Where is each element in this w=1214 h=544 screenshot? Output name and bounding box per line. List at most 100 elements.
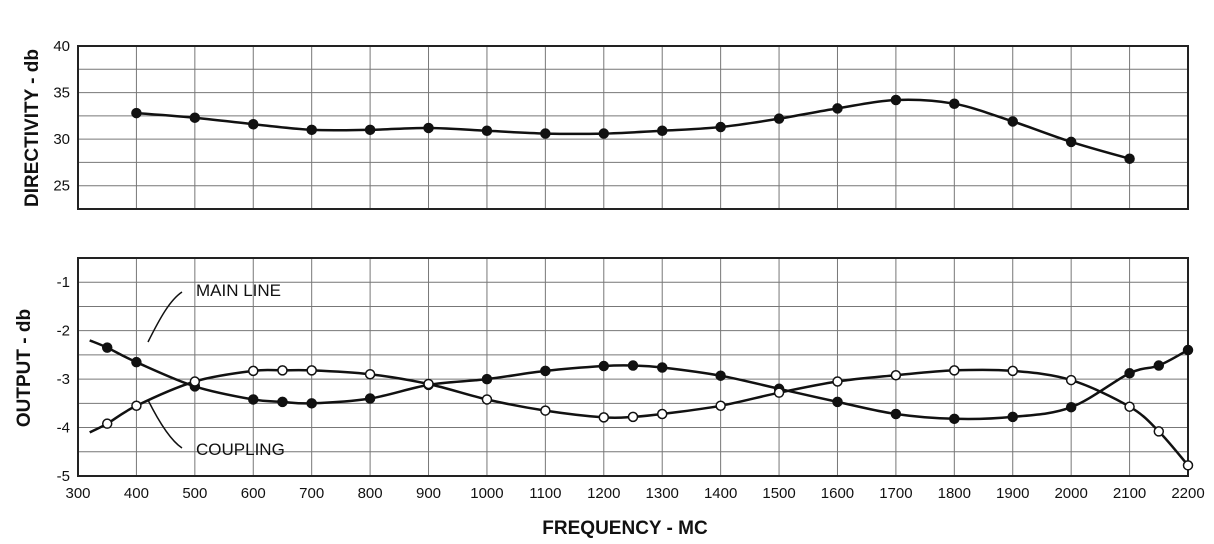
main-line-point: [890, 408, 902, 420]
frequency-x-tick-labels: 300 400 500 600 700 800 900 1000 1100 1200 1300 140…: [65, 485, 1204, 502]
directivity-point: [423, 122, 434, 134]
frequency-x-tick-label: 300: [65, 485, 90, 502]
coupling-point: [189, 376, 201, 387]
coupling-point: [101, 418, 113, 429]
frequency-x-tick-label: 1800: [938, 485, 971, 502]
coupling-point: [423, 378, 434, 390]
frequency-x-tick-label: 1200: [587, 485, 620, 502]
directivity-y-axis-label: DIRECTIVITY - db: [22, 49, 43, 207]
coupling-annotation: COUPLING: [196, 440, 285, 459]
frequency-x-tick-label: 1000: [470, 485, 503, 502]
frequency-x-tick-label: 2100: [1113, 485, 1146, 502]
directivity-point: [832, 103, 843, 114]
output-plot-frame: [77, 257, 1189, 477]
directivity-point: [189, 112, 201, 123]
frequency-x-tick-label: 800: [358, 485, 383, 502]
frequency-x-tick-label: 1300: [646, 485, 679, 502]
directivity-y-tick-label: 25: [53, 178, 70, 195]
main-line-annotation: MAIN LINE: [196, 281, 281, 300]
main-line-point: [540, 365, 551, 377]
coupling-point: [1182, 460, 1194, 471]
frequency-x-tick-label: 1100: [529, 485, 561, 502]
coupling-point: [656, 408, 668, 420]
coupling-leader: [147, 399, 183, 449]
main-line-point: [656, 362, 668, 373]
main-line-point: [832, 396, 843, 408]
directivity-point: [890, 94, 902, 106]
frequency-x-tick-label: 600: [241, 485, 266, 502]
coupling-point: [627, 411, 639, 423]
frequency-x-tick-label: 2200: [1171, 485, 1204, 502]
main-line-point: [248, 394, 259, 405]
coupling-point: [1153, 426, 1165, 437]
directivity-y-tick-label: 30: [53, 131, 70, 148]
main-line-point: [101, 342, 113, 353]
coupling-point: [598, 412, 610, 423]
main-line-point: [1124, 368, 1135, 379]
directivity-grid: [78, 46, 1188, 209]
directivity-point: [1124, 153, 1135, 164]
frequency-x-tick-label: 400: [124, 485, 149, 502]
main-line-point: [1182, 344, 1194, 356]
directivity-point: [1065, 136, 1077, 148]
directivity-point: [715, 121, 726, 133]
frequency-x-tick-label: 1700: [879, 485, 912, 502]
output-y-tick-label: -1: [57, 274, 70, 291]
frequency-x-tick-label: 700: [299, 485, 324, 502]
frequency-x-tick-label: 2000: [1054, 485, 1087, 502]
directivity-y-tick-label: 40: [53, 38, 70, 55]
main-line-point: [306, 398, 317, 409]
directivity-y-tick-label: 35: [53, 85, 70, 102]
coupling-point: [306, 365, 317, 376]
frequency-x-axis-label: FREQUENCY - MC: [542, 518, 708, 539]
coupling-point: [540, 405, 551, 416]
output-y-tick-label: -2: [57, 323, 70, 340]
coupling-point: [277, 365, 288, 376]
main-line-point: [1065, 401, 1077, 413]
main-line-point: [715, 370, 726, 381]
directivity-plot-frame: [77, 45, 1189, 210]
output-y-tick-label: -5: [57, 468, 70, 485]
coupling-point: [481, 394, 493, 405]
coupling-point: [364, 369, 376, 380]
directivity-point: [949, 98, 960, 109]
main-line-point: [277, 396, 288, 408]
coupling-point: [131, 400, 142, 412]
frequency-x-tick-label: 1400: [704, 485, 737, 502]
directivity-curve: [136, 98, 1130, 160]
coupling-point: [715, 400, 726, 412]
coupling-point: [248, 365, 259, 377]
main-line-leader: [147, 291, 183, 343]
main-line-point: [1007, 411, 1018, 423]
directivity-point: [306, 124, 317, 136]
output-y-tick-label: -4: [57, 420, 70, 437]
output-y-tick-label: -3: [57, 371, 70, 388]
frequency-x-tick-label: 900: [416, 485, 441, 502]
directivity-point: [364, 124, 376, 136]
main-line-point: [598, 360, 610, 372]
directivity-panel: 40 35 30 25 DIRECTIVITY - db: [22, 38, 1189, 210]
main-line-point: [627, 360, 639, 371]
output-y-axis-label: OUTPUT - db: [14, 309, 35, 427]
coupling-point: [1007, 365, 1018, 377]
main-line-curve: [89, 339, 1189, 421]
coupling-point: [773, 387, 785, 398]
main-line-point: [1153, 360, 1165, 371]
directivity-point: [131, 107, 142, 119]
main-line-point: [949, 413, 960, 425]
directivity-markers: [131, 94, 1135, 164]
frequency-x-tick-label: 500: [182, 485, 207, 502]
frequency-x-tick-label: 1900: [996, 485, 1029, 502]
coupling-point: [1065, 374, 1077, 386]
coupling-point: [890, 369, 902, 381]
directivity-point: [481, 125, 493, 137]
directivity-point: [773, 113, 785, 124]
coupling-point: [949, 365, 960, 376]
directivity-point: [598, 128, 610, 139]
frequency-x-tick-label: 1500: [762, 485, 795, 502]
coupling-point: [1124, 401, 1135, 412]
coupling-point: [832, 376, 843, 387]
output-y-tick-labels: -1 -2 -3 -4 -5: [57, 274, 70, 485]
directivity-point: [248, 118, 259, 130]
